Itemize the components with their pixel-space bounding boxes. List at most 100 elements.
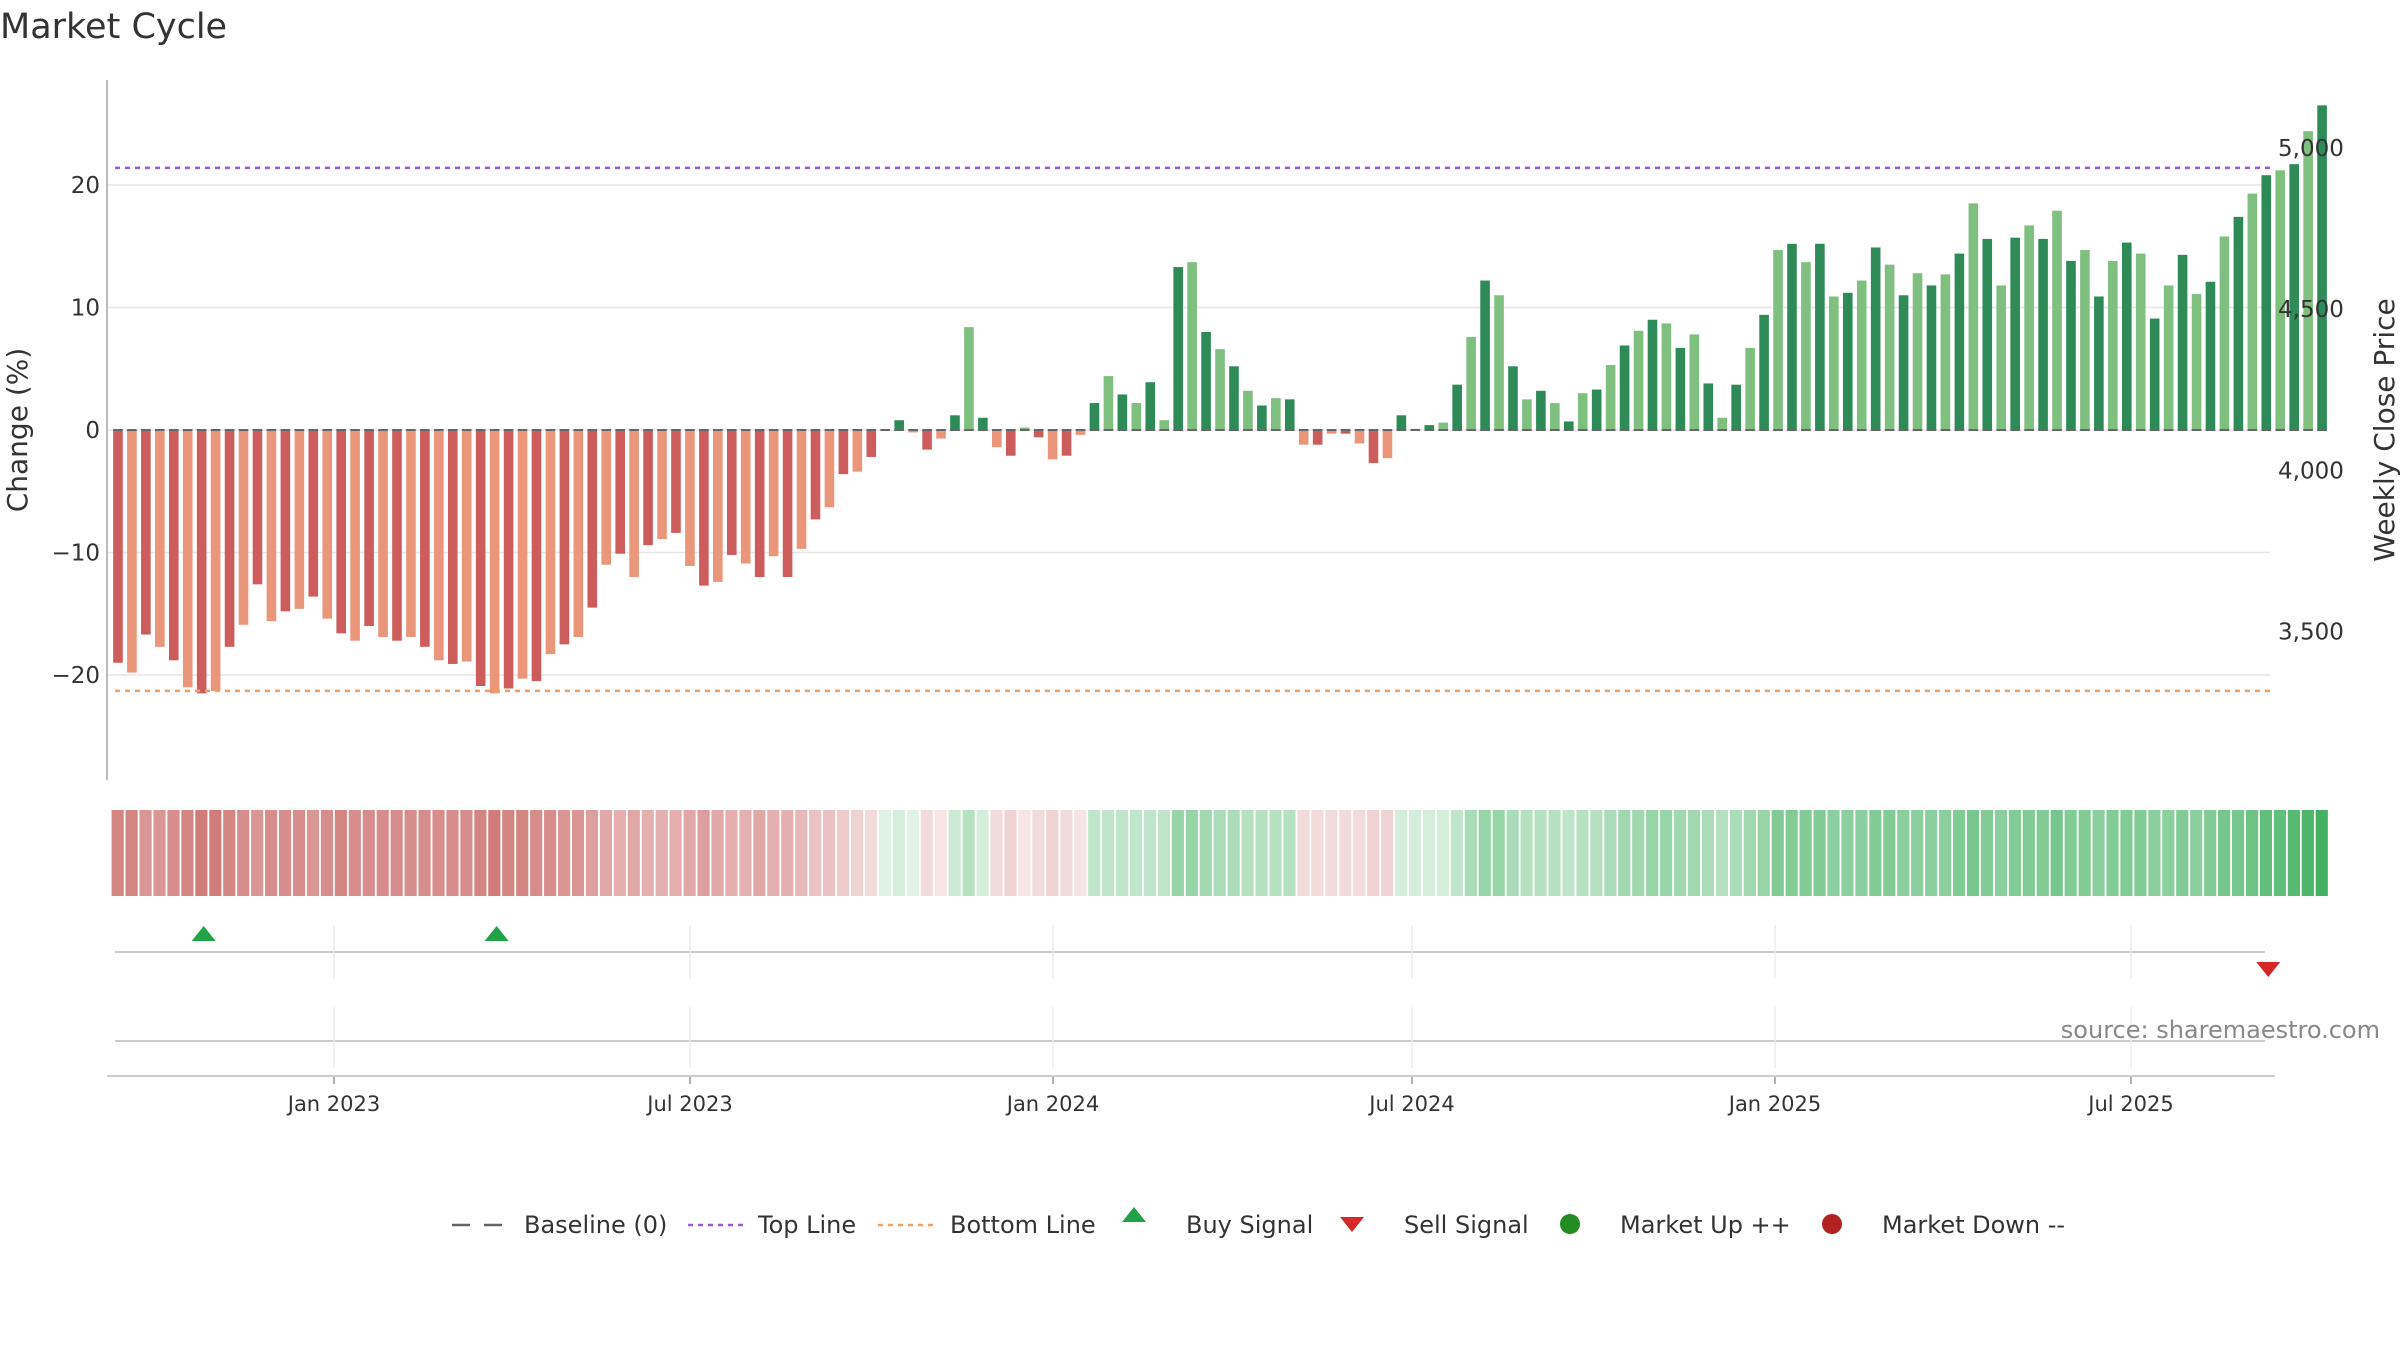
bar [978,417,988,430]
bar [1829,296,1839,430]
bar [1229,366,1239,430]
bar [182,430,193,688]
trend-cell [2204,810,2217,896]
trend-cell [1994,810,2007,896]
bar [1019,427,1030,430]
trend-cell [404,810,417,896]
trend-cell [1674,810,1687,896]
trend-cell [2190,810,2203,896]
bar [489,430,500,694]
bar [1773,249,1783,430]
trend-cell [669,810,682,896]
trend-cell [2078,810,2091,896]
bar [1689,334,1700,430]
bar [740,430,751,564]
trend-cell [1562,810,1575,896]
bar [685,430,695,566]
bar [1619,345,1630,430]
bar [434,430,444,661]
legend-swatch-buy [1122,1207,1146,1222]
y2-tick-labels: 5,000 4,500 4,000 3,500 [2278,136,2344,646]
trend-cell [1618,810,1631,896]
trend-cell [809,810,822,896]
bar [1061,430,1072,456]
bar [964,327,974,430]
bar [141,430,151,635]
bar [1787,243,1797,430]
bar [210,430,221,691]
trend-cell [460,810,473,896]
trend-cell [2218,810,2231,896]
trend-cell [2176,810,2189,896]
bar [1717,417,1728,430]
bar [1494,295,1504,430]
trend-cell [2050,810,2063,896]
trend-cell [1074,810,1087,896]
bar [336,430,346,634]
bar [1452,384,1462,430]
trend-cell [1883,810,1896,896]
x-axis-grid [333,925,2132,1084]
trend-cell [571,810,585,896]
trend-cell [1422,810,1436,896]
legend-item: Market Up ++ [1560,1211,1791,1239]
trend-cell [251,810,264,896]
bar [1284,399,1295,430]
bar [1271,398,1281,430]
bar [699,430,709,586]
legend-item: Top Line [688,1211,856,1239]
trend-cell [795,810,808,896]
x-tick-labels: Jan 2023 Jul 2023 Jan 2024 Jul 2024 Jan 2025… [286,1092,2174,1116]
bar [796,430,807,549]
bar [2219,236,2230,430]
bar [1815,243,1825,430]
legend-swatch-market-down [1822,1214,1842,1234]
y2-axis-label: Weekly Close Price [2368,298,2400,561]
legend-label: Baseline (0) [524,1211,667,1239]
bar [1954,253,1965,430]
x-tick-label: Jan 2023 [286,1092,381,1116]
trend-cell [1729,810,1742,896]
bar [531,430,542,682]
y2-tick-label: 5,000 [2278,136,2344,162]
bar [657,430,667,540]
trend-cell [1297,810,1310,896]
bar [1312,430,1323,445]
trend-cell [920,810,933,896]
trend-cell [585,810,599,896]
trend-cell [1869,810,1882,896]
trend-cell [2106,810,2119,896]
trend-cell [1381,810,1394,896]
bar [1173,267,1183,430]
bar [1103,376,1114,430]
y-axis-label: Change (%) [1,348,34,513]
trend-cell [1520,810,1533,896]
trend-cell [1171,810,1184,896]
signal-panel [115,926,2281,977]
trend-cell [1687,810,1701,896]
trend-cell [1353,810,1366,896]
bar [1131,403,1142,430]
bar [1522,399,1532,430]
y-tick-label: −20 [51,663,100,689]
legend-swatch-market-up [1560,1214,1580,1234]
trend-cell [488,810,501,896]
bar [1424,425,1435,430]
trend-cell [1785,810,1798,896]
bar [2289,164,2299,431]
trend-cell [739,810,752,896]
legend-label: Top Line [757,1211,856,1239]
trend-cell [1129,810,1143,896]
bars-layer [113,105,2327,694]
y-tick-label: 0 [85,418,100,444]
bar [1968,203,1979,430]
bar [1005,430,1016,456]
bar [545,430,556,655]
trend-cell [2036,810,2049,896]
bar [378,430,388,638]
trend-cell [711,810,724,896]
bar [629,430,639,577]
trend-cell [502,810,515,896]
bar [2052,210,2062,430]
trend-cell [1715,810,1728,896]
